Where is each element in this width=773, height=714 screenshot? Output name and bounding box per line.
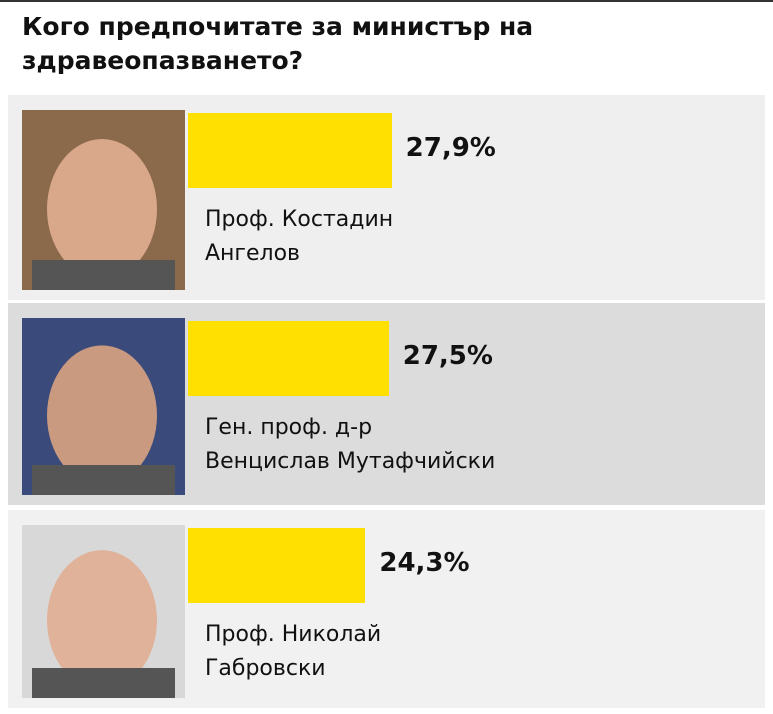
value-label: 27,9% <box>405 133 496 163</box>
category-label: Ген. проф. д-р Венцислав Мутафчийски <box>205 415 496 474</box>
value-label: 24,3% <box>379 548 470 578</box>
shoulders <box>32 260 175 290</box>
row: 24,3% Проф. Николай Габровски <box>8 510 765 708</box>
bar <box>188 113 392 188</box>
portrait <box>22 525 185 698</box>
chart-title: Кого предпочитате за министър на здравео… <box>22 12 534 75</box>
face <box>47 139 157 279</box>
row: 27,9% Проф. Костадин Ангелов <box>8 95 765 300</box>
category-label: Проф. Николай Габровски <box>205 622 382 681</box>
portrait <box>22 110 185 290</box>
value-label: 27,5% <box>402 341 493 371</box>
top-rule <box>0 0 773 2</box>
row: 27,5% Ген. проф. д-р Венцислав Мутафчийск… <box>8 303 765 505</box>
face <box>47 550 157 691</box>
photo <box>22 110 185 290</box>
bar <box>188 321 389 396</box>
category-label: Проф. Костадин Ангелов <box>205 207 394 266</box>
photo <box>22 525 185 698</box>
face <box>47 345 157 486</box>
bar <box>188 528 366 603</box>
shoulders <box>32 465 175 495</box>
portrait <box>22 318 185 495</box>
photo <box>22 318 185 495</box>
shoulders <box>32 668 175 698</box>
